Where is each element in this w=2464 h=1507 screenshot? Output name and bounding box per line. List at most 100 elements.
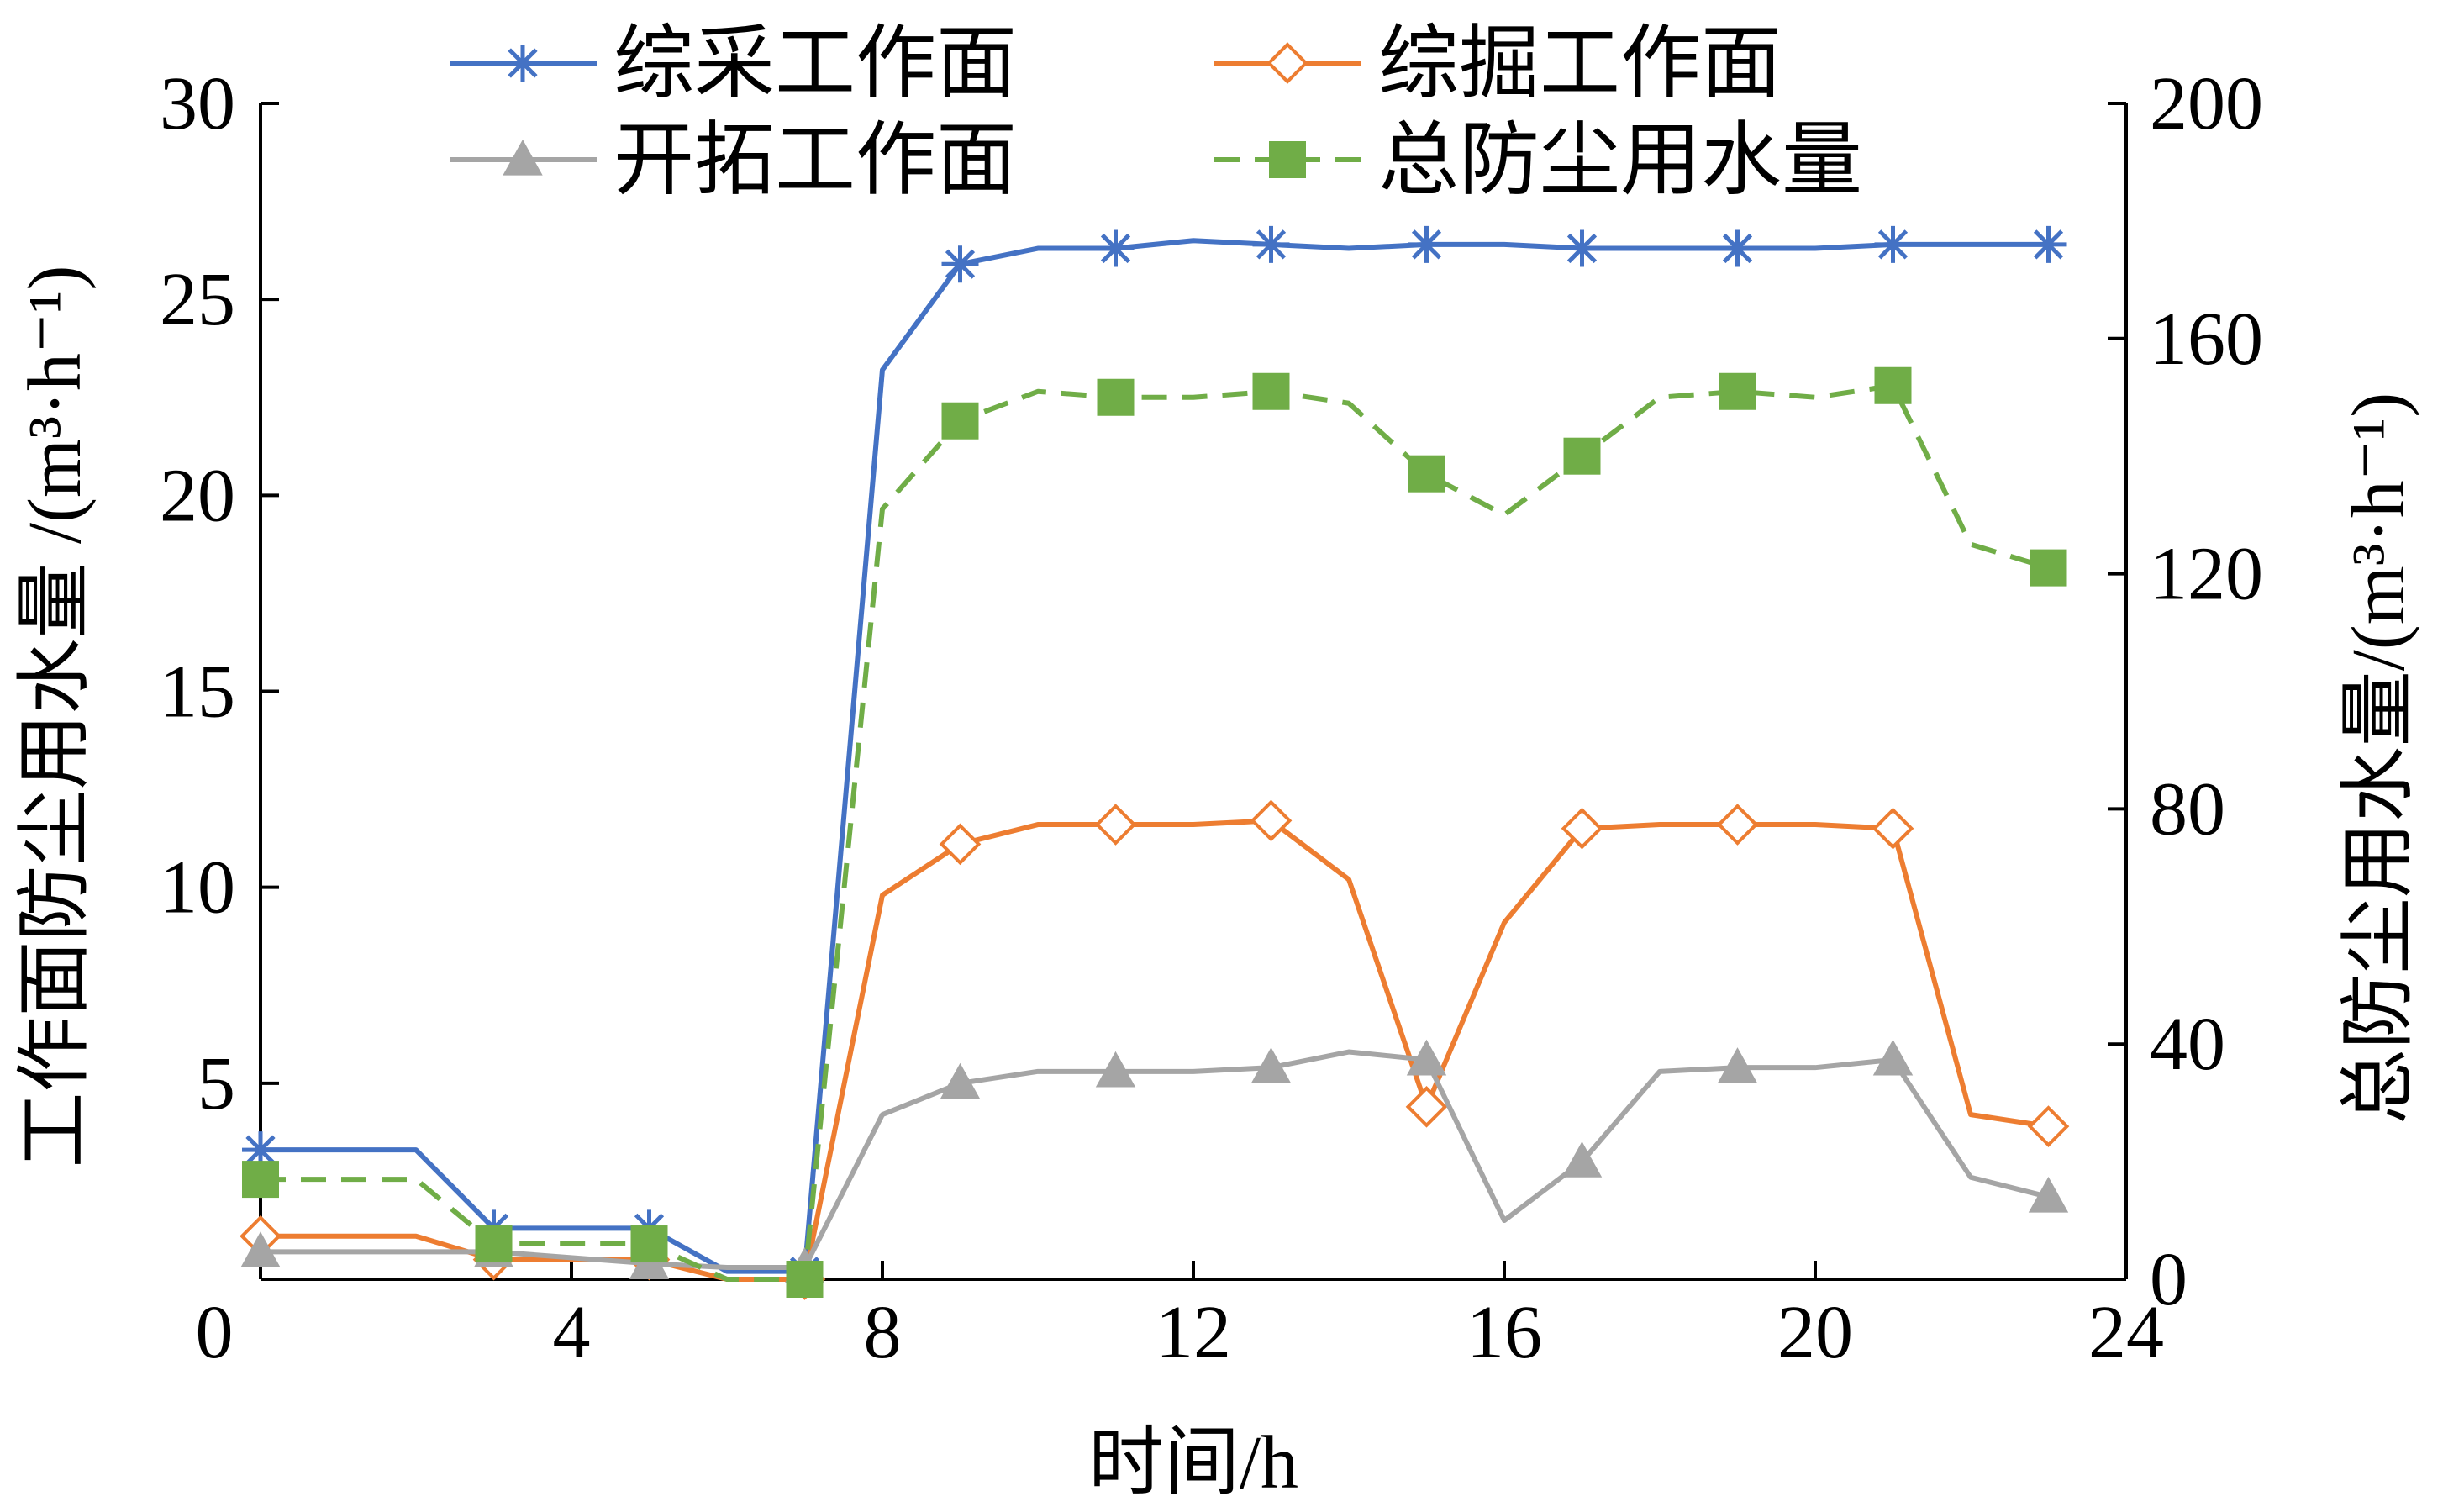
y-right-tick-label: 80	[2150, 767, 2225, 851]
data-point	[1408, 455, 1445, 493]
series-line-2	[261, 1049, 2050, 1271]
marker-shape	[1561, 807, 1603, 850]
data-point	[1719, 372, 1756, 410]
data-point	[1717, 1047, 1758, 1083]
data-point	[941, 402, 979, 440]
data-point	[1252, 225, 1290, 263]
x-tick-label: 12	[1156, 1291, 1231, 1374]
marker-stroke	[1566, 233, 1598, 264]
marker-shape	[1097, 378, 1135, 416]
marker-shape	[1266, 42, 1308, 84]
marker-stroke	[1256, 229, 1287, 260]
marker-shape	[1094, 804, 1137, 846]
data-point	[1563, 437, 1601, 475]
y-right-tick-label: 0	[2150, 1238, 2188, 1321]
marker-shape	[2027, 1105, 2070, 1147]
marker-shape	[940, 1062, 981, 1099]
data-point	[475, 1225, 513, 1263]
data-point	[1097, 378, 1135, 416]
marker-shape	[630, 1225, 668, 1263]
y-left-tick-label: 25	[160, 258, 235, 341]
marker-shape	[1874, 366, 1912, 404]
series-line-3	[261, 382, 2050, 1282]
legend-marker	[1269, 141, 1306, 178]
legend-label: 开拓工作面	[613, 115, 1017, 205]
legend-label: 综采工作面	[613, 18, 1017, 108]
x-axis-title: 时间/h	[1088, 1421, 1298, 1503]
marker-shape	[1250, 799, 1293, 842]
y-left-tick-label: 20	[160, 454, 235, 537]
marker-shape	[1719, 372, 1756, 410]
marker-shape	[1252, 372, 1290, 410]
legend-marker	[503, 139, 543, 176]
marker-shape	[475, 1225, 513, 1263]
data-point	[1561, 1141, 1603, 1178]
data-point	[1874, 366, 1912, 404]
data-point	[1563, 229, 1601, 267]
data-point	[1872, 1039, 1914, 1076]
marker-shape	[240, 1231, 281, 1267]
marker-shape	[786, 1261, 824, 1298]
marker-stroke	[1411, 229, 1442, 260]
y-right-tick-label: 200	[2150, 62, 2263, 145]
data-point	[939, 823, 982, 866]
data-point	[1561, 807, 1603, 850]
legend-item: 开拓工作面	[450, 115, 1017, 205]
data-point	[1405, 1085, 1448, 1128]
data-point	[1097, 229, 1135, 267]
marker-stroke	[1877, 229, 1909, 260]
data-point	[2030, 549, 2067, 587]
series-line-1	[261, 818, 2049, 1282]
marker-shape	[1269, 141, 1306, 178]
x-tick-label: 0	[196, 1291, 234, 1374]
legend-label: 综掘工作面	[1378, 18, 1782, 108]
data-point	[786, 1261, 824, 1298]
marker-shape	[1872, 1039, 1914, 1076]
data-point	[1095, 1051, 1136, 1088]
y-right-tick-label: 160	[2150, 298, 2263, 381]
data-point	[2027, 1105, 2070, 1147]
y-axis-left-title: 工作面防尘用水量 /(m³·h⁻¹)	[13, 266, 97, 1168]
y-left-tick-label: 5	[197, 1042, 235, 1125]
x-tick-label: 4	[553, 1291, 591, 1374]
marker-shape	[941, 402, 979, 440]
marker-shape	[1563, 437, 1601, 475]
y-axis-right-title: 总防尘用水量/(m³·h⁻¹)	[2337, 393, 2420, 1125]
marker-shape	[1717, 1047, 1758, 1083]
marker-stroke	[245, 1135, 276, 1165]
x-tick-label: 8	[864, 1291, 902, 1374]
marker-shape	[503, 139, 543, 176]
series-line-0	[261, 238, 2049, 1274]
data-point	[2030, 225, 2067, 263]
y-right-tick-label: 120	[2150, 533, 2263, 616]
marker-shape	[1872, 807, 1914, 850]
marker-stroke	[2033, 229, 2064, 260]
marker-shape	[1716, 804, 1759, 846]
y-left-tick-label: 30	[160, 62, 235, 145]
legend-item: 综采工作面	[450, 18, 1017, 108]
y-left-tick-label: 15	[160, 651, 235, 734]
marker-shape	[1408, 455, 1445, 493]
marker-shape	[1561, 1141, 1603, 1178]
data-point	[1719, 229, 1756, 267]
y-left-tick-label: 10	[160, 846, 235, 930]
legend-label: 总防尘用水量	[1378, 115, 1862, 205]
marker-shape	[2030, 549, 2067, 587]
marker-stroke	[1722, 233, 1753, 264]
marker-stroke	[508, 48, 538, 78]
legend-item: 总防尘用水量	[1214, 115, 1862, 205]
marker-shape	[1095, 1051, 1136, 1088]
data-point	[630, 1225, 668, 1263]
data-point	[242, 1131, 279, 1169]
data-point	[2028, 1177, 2069, 1213]
data-point	[1250, 799, 1293, 842]
legend-marker	[1266, 42, 1308, 84]
x-tick-label: 20	[1777, 1291, 1853, 1374]
data-point	[1406, 1039, 1447, 1076]
marker-shape	[1250, 1047, 1292, 1083]
marker-shape	[1405, 1085, 1448, 1128]
data-point	[1874, 225, 1912, 263]
data-point	[1872, 807, 1914, 850]
